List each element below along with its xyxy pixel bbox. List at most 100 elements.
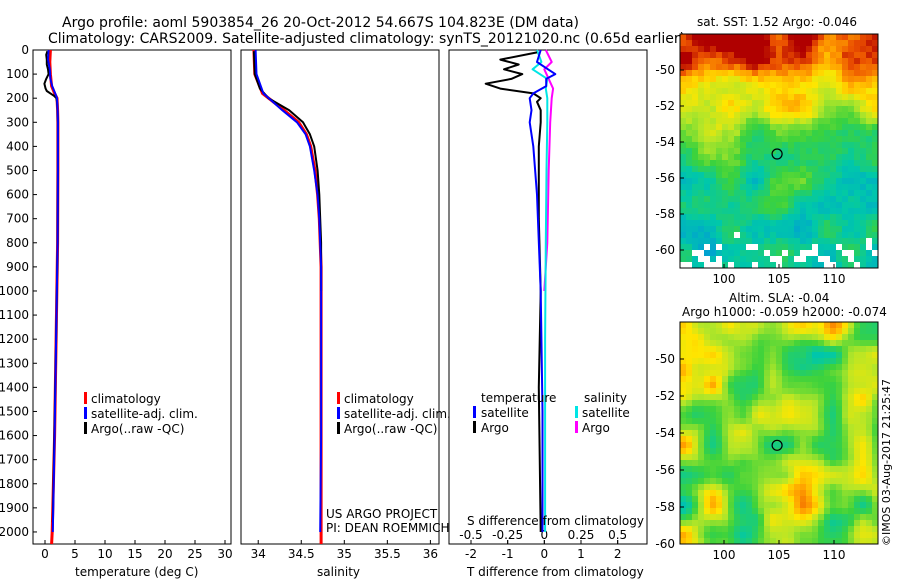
map-cell <box>692 76 699 83</box>
map-cell <box>716 502 723 509</box>
map-cell <box>686 106 693 113</box>
map-cell <box>854 466 861 473</box>
map-cell <box>854 514 861 521</box>
map-cell <box>860 172 867 179</box>
map-cell <box>782 340 789 347</box>
map-cell <box>800 388 807 395</box>
map-cell <box>824 418 831 425</box>
map-cell <box>740 58 747 65</box>
map-cell <box>800 202 807 209</box>
map-cell <box>830 400 837 407</box>
map-cell <box>692 160 699 167</box>
map-cell <box>770 430 777 437</box>
map-cell <box>686 142 693 149</box>
map-cell <box>806 460 813 467</box>
map-cell <box>854 70 861 77</box>
map-cell <box>806 388 813 395</box>
map-cell <box>788 130 795 137</box>
map-cell <box>740 448 747 455</box>
map-cell <box>830 148 837 155</box>
map-cell <box>776 88 783 95</box>
map-cell <box>728 520 735 527</box>
map-cell <box>860 508 867 515</box>
lat-tick-label: -58 <box>655 500 675 514</box>
map-cell <box>836 118 843 125</box>
map-cell <box>740 436 747 443</box>
map-cell <box>830 76 837 83</box>
map-cell <box>740 256 747 263</box>
map-cell <box>686 388 693 395</box>
map-cell <box>716 232 723 239</box>
map-cell <box>734 370 741 377</box>
map-cell <box>776 406 783 413</box>
map-cell <box>752 82 759 89</box>
map-cell <box>836 220 843 227</box>
map-cell <box>740 532 747 539</box>
map-cell <box>686 472 693 479</box>
map-cell <box>728 238 735 245</box>
map-cell <box>764 394 771 401</box>
map-cell <box>704 106 711 113</box>
map-cell <box>710 454 717 461</box>
map-cell <box>872 172 878 179</box>
map-cell <box>794 352 801 359</box>
map-cell <box>680 508 687 515</box>
map-cell <box>698 148 705 155</box>
map-cell <box>800 250 807 257</box>
map-cell <box>686 484 693 491</box>
map-cell <box>716 208 723 215</box>
map-cell <box>758 196 765 203</box>
map-cell <box>758 148 765 155</box>
map-cell <box>746 40 753 47</box>
salinity-x-axis: 34 34.5 35 35.5 36 <box>251 540 438 561</box>
map-cell <box>686 508 693 515</box>
map-cell <box>818 514 825 521</box>
map-cell <box>860 382 867 389</box>
map-cell <box>698 394 705 401</box>
map-cell <box>746 508 753 515</box>
map-cell <box>764 538 771 544</box>
map-cell <box>794 520 801 527</box>
map-cell <box>704 454 711 461</box>
map-cell <box>746 448 753 455</box>
map-cell <box>728 466 735 473</box>
map-cell <box>848 346 855 353</box>
map-cell <box>836 394 843 401</box>
lon-tick-label: 110 <box>823 272 846 286</box>
map-cell <box>740 412 747 419</box>
map-cell <box>680 340 687 347</box>
map-cell <box>794 130 801 137</box>
map-cell <box>842 334 849 341</box>
map-cell <box>776 466 783 473</box>
map-cell <box>698 256 705 263</box>
map-cell <box>764 220 771 227</box>
map-cell <box>728 142 735 149</box>
map-cell <box>860 70 867 77</box>
map-cell <box>860 244 867 251</box>
map-cell <box>758 418 765 425</box>
legend-label-satellite: satellite-adj. clim. <box>344 407 451 421</box>
map-cell <box>812 160 819 167</box>
map-cell <box>818 52 825 59</box>
map-cell <box>836 94 843 101</box>
map-cell <box>686 76 693 83</box>
map-cell <box>860 94 867 101</box>
map-cell <box>680 82 687 89</box>
map-cell <box>866 472 873 479</box>
map-cell <box>782 118 789 125</box>
map-cell <box>698 502 705 509</box>
map-cell <box>842 202 849 209</box>
series-satellite-adj <box>47 49 59 533</box>
map-cell <box>746 94 753 101</box>
map-cell <box>776 412 783 419</box>
map-cell <box>800 64 807 71</box>
map-cell <box>818 382 825 389</box>
map-cell <box>806 484 813 491</box>
map-cell <box>710 160 717 167</box>
map-cell <box>854 388 861 395</box>
map-cell <box>680 466 687 473</box>
map-cell <box>824 226 831 233</box>
map-cell <box>710 226 717 233</box>
map-cell <box>860 346 867 353</box>
map-cell <box>752 58 759 65</box>
